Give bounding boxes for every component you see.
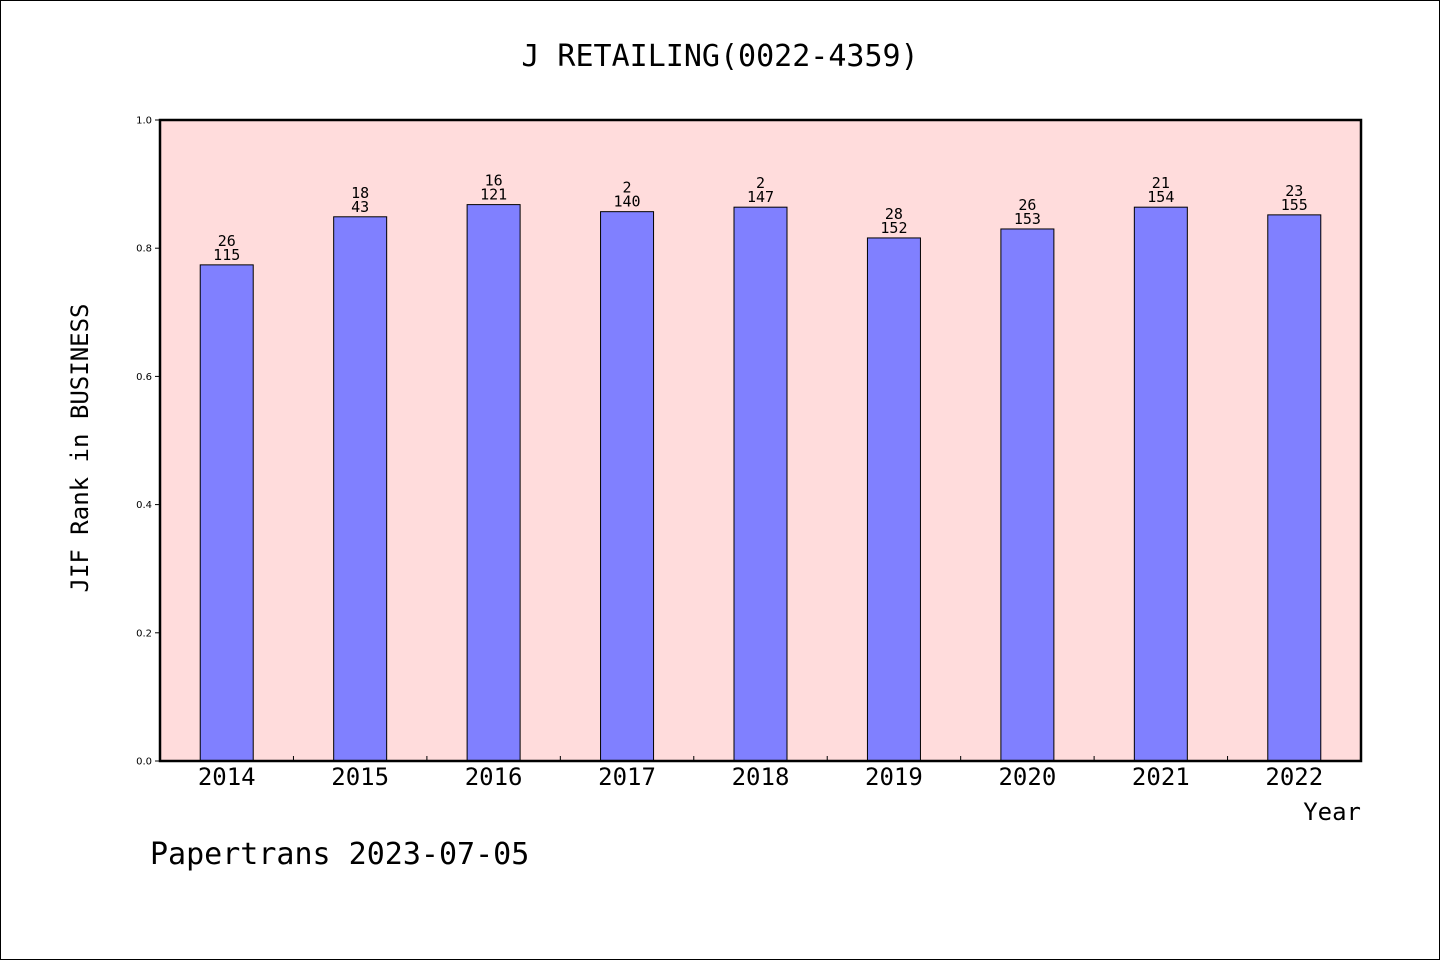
x-tick-label: 2015 (331, 763, 389, 791)
bar-label-top: 16 (485, 172, 503, 190)
y-tick-label: 0.0 (136, 757, 152, 768)
y-tick-label: 1.0 (136, 116, 152, 127)
bar-label-top: 21 (1152, 174, 1170, 192)
bar-label-top: 18 (351, 184, 369, 202)
bar-2017 (600, 211, 655, 762)
bar-2016 (466, 204, 521, 762)
x-tick-label: 2018 (732, 763, 790, 791)
x-tick-label: 2022 (1265, 763, 1323, 791)
x-axis-ticks: 2014 2015 2016 2017 2018 2019 2020 2021 2022 (198, 756, 1323, 791)
x-tick-label: 2014 (198, 763, 256, 791)
bar-label-bottom: 153 (1014, 210, 1041, 228)
y-tick-label: 0.4 (136, 500, 152, 511)
bar-label-bottom: 155 (1281, 196, 1308, 214)
x-tick-label: 2020 (998, 763, 1056, 791)
bar-label-bottom: 154 (1147, 188, 1174, 206)
bar-label-top: 2 (756, 174, 765, 192)
bar-2014 (199, 264, 254, 762)
bar-2018 (733, 206, 788, 762)
bar-2019 (866, 237, 921, 762)
bar-label-bottom: 147 (747, 188, 774, 206)
bar-2021 (1133, 206, 1188, 762)
plot-border (158, 118, 1363, 763)
footer-date-stamp: Papertrans 2023-07-05 (150, 837, 529, 872)
bar-2015 (333, 216, 388, 762)
bar-label-bottom: 140 (614, 193, 641, 211)
y-tick-label: 0.8 (136, 244, 152, 255)
bar-label-bottom: 43 (351, 198, 369, 216)
y-axis-label: JIF Rank in BUSINESS (66, 304, 94, 593)
bar-label-top: 23 (1285, 182, 1303, 200)
bar-label-bottom: 115 (213, 246, 240, 264)
bar-2022 (1267, 214, 1322, 762)
bar-label-top: 2 (623, 179, 632, 197)
x-axis-label: Year (1303, 798, 1361, 826)
x-tick-label: 2017 (598, 763, 656, 791)
bar-label-top: 26 (218, 232, 236, 250)
y-tick-label: 0.2 (136, 628, 152, 639)
x-tick-label: 2016 (465, 763, 523, 791)
bars-group (199, 204, 1322, 762)
bar-label-top: 28 (885, 205, 903, 223)
bar-2020 (1000, 228, 1055, 762)
bar-label-bottom: 152 (880, 219, 907, 237)
x-tick-label: 2019 (865, 763, 923, 791)
x-tick-label: 2021 (1132, 763, 1190, 791)
bar-label-top: 26 (1018, 196, 1036, 214)
y-axis-ticks: 0.0 0.2 0.4 0.6 0.8 1.0 (136, 116, 160, 768)
bar-label-bottom: 121 (480, 186, 507, 204)
chart-title: J RETAILING(0022-4359) (521, 39, 918, 74)
y-tick-label: 0.6 (136, 372, 152, 383)
